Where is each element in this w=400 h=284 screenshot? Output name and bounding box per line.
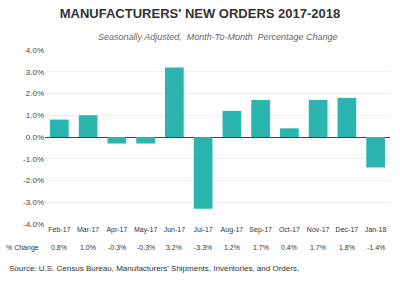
svg-text:Apr-17: Apr-17 [106, 226, 127, 234]
svg-text:Jan-18: Jan-18 [365, 226, 387, 233]
svg-text:1.7%: 1.7% [253, 244, 269, 251]
svg-text:Source: U.S. Census Bureau, Ma: Source: U.S. Census Bureau, Manufacturer… [9, 264, 299, 273]
svg-text:Seasonally Adjusted, Month-To: Seasonally Adjusted, Month-To-Month Perc… [98, 32, 337, 42]
svg-text:Jun-17: Jun-17 [164, 226, 186, 233]
svg-text:Oct-17: Oct-17 [279, 226, 300, 233]
svg-text:-0.3%: -0.3% [137, 244, 155, 251]
svg-text:Aug-17: Aug-17 [221, 226, 244, 234]
svg-text:3.0%: 3.0% [26, 68, 44, 77]
svg-text:0.8%: 0.8% [51, 244, 67, 251]
svg-text:MANUFACTURERS' NEW ORDERS 2017: MANUFACTURERS' NEW ORDERS 2017-2018 [60, 6, 340, 21]
svg-text:-3.3%: -3.3% [194, 244, 212, 251]
svg-text:1.7%: 1.7% [310, 244, 326, 251]
svg-text:1.2%: 1.2% [224, 244, 240, 251]
svg-text:0.4%: 0.4% [281, 244, 297, 251]
svg-text:Sep-17: Sep-17 [249, 226, 272, 234]
svg-text:0.0%: 0.0% [26, 133, 44, 142]
svg-text:1.0%: 1.0% [80, 244, 96, 251]
svg-text:4.0%: 4.0% [26, 46, 44, 55]
svg-text:-4.0%: -4.0% [23, 220, 44, 229]
svg-text:Nov-17: Nov-17 [307, 226, 330, 233]
svg-text:3.2%: 3.2% [166, 244, 182, 251]
svg-text:Dec-17: Dec-17 [336, 226, 359, 233]
svg-text:-3.0%: -3.0% [23, 198, 44, 207]
svg-text:Jul-17: Jul-17 [194, 226, 213, 233]
svg-text:-0.3%: -0.3% [108, 244, 126, 251]
svg-text:% Change: % Change [6, 244, 39, 252]
svg-text:1.8%: 1.8% [339, 244, 355, 251]
svg-text:Mar-17: Mar-17 [77, 226, 99, 233]
svg-text:2.0%: 2.0% [26, 89, 44, 98]
svg-text:Feb-17: Feb-17 [48, 226, 70, 233]
svg-text:-1.0%: -1.0% [23, 155, 44, 164]
svg-text:-1.4%: -1.4% [367, 244, 385, 251]
svg-text:1.0%: 1.0% [26, 111, 44, 120]
svg-text:-2.0%: -2.0% [23, 176, 44, 185]
svg-text:May-17: May-17 [134, 226, 157, 234]
